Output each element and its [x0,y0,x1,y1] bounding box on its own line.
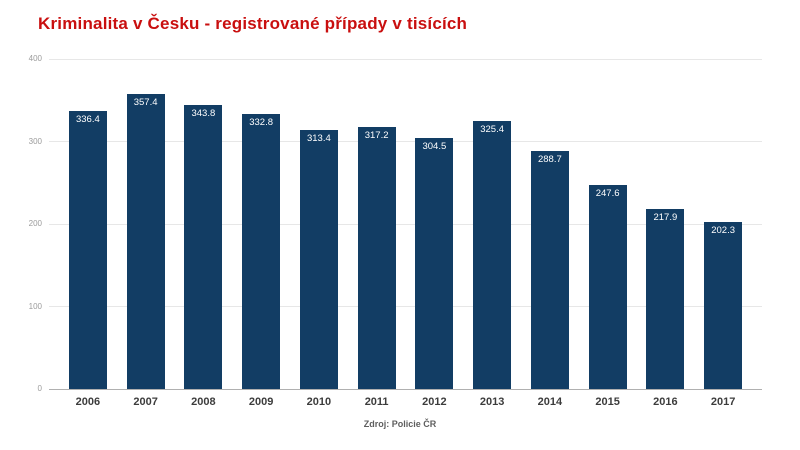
bar-value-label: 317.2 [364,130,389,142]
y-axis-tick-400: 400 [28,54,42,63]
x-axis-label-2012: 2012 [422,396,447,408]
x-axis-label-2007: 2007 [133,396,158,408]
bar-2015: 247.6 [588,184,627,389]
gridline-400 [49,58,762,60]
x-axis-label-2014: 2014 [537,396,563,408]
x-axis-label-2009: 2009 [248,396,274,408]
bar-2013: 325.4 [473,120,512,389]
bar-2014: 288.7 [530,150,569,389]
bar-2006: 336.4 [68,111,107,389]
bar-value-label: 288.7 [537,153,562,165]
y-axis-tick-300: 300 [28,136,42,146]
bar-value-label: 357.4 [133,97,158,109]
bar-2016: 217.9 [646,209,685,389]
x-axis-line [49,388,762,390]
bar-value-label: 304.5 [422,140,447,152]
bar-2007: 357.4 [126,94,165,389]
bar-2009: 332.8 [242,114,281,389]
bar-value-label: 336.4 [75,114,100,126]
bar-value-label: 325.4 [480,123,505,135]
bar-value-label: 247.6 [595,187,620,199]
gridline-200 [49,223,762,225]
bar-value-label: 313.4 [306,133,331,145]
gridline-100 [49,306,762,307]
x-axis-label-2017: 2017 [710,396,736,408]
bar-value-label: 332.8 [249,117,274,129]
x-axis: 2006 2007 2008 2009 2010 2011 2012 2013 2014 2015… [49,396,762,412]
y-axis-tick-200: 200 [28,219,42,228]
chart-title: Kriminalita v Česku - registrované přípa… [38,14,468,33]
bar-2012: 304.5 [415,137,454,389]
x-axis-label-2013: 2013 [479,396,505,408]
x-axis-label-2015: 2015 [595,396,620,408]
x-axis-label-2016: 2016 [653,396,678,408]
y-axis-tick-100: 100 [28,301,42,311]
gridline-300 [49,141,762,142]
bar-2011: 317.2 [357,127,396,389]
y-axis-tick-0: 0 [37,384,42,393]
x-axis-label-2010: 2010 [306,396,332,408]
bar-value-label: 343.8 [191,108,216,120]
bar-2017: 202.3 [704,222,743,389]
source-label: Zdroj: Policie ČR [363,419,437,429]
bar-2010: 313.4 [299,130,338,389]
bar-value-label: 202.3 [711,225,736,237]
x-axis-label-2011: 2011 [364,396,389,408]
x-axis-label-2008: 2008 [191,396,216,408]
plot-area: 0 100 200 300 400 336.4 357.4 343.8 332.8 313.4 31… [29,54,762,393]
bar-2008: 343.8 [184,105,223,389]
bar-value-label: 217.9 [653,212,678,224]
x-axis-label-2006: 2006 [75,396,101,408]
